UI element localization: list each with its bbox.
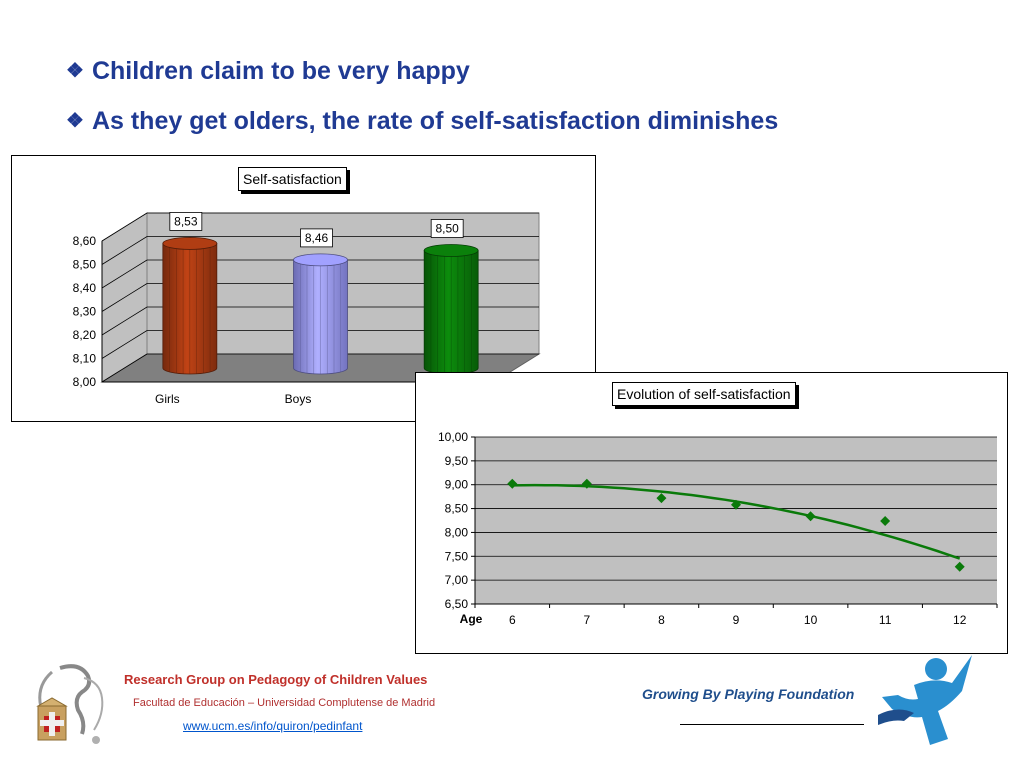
line-data-point: [507, 478, 518, 489]
bar-gridline: [101, 212, 539, 242]
ucm-seal-logo: [36, 664, 104, 744]
foundation-underline: [680, 724, 864, 725]
line-y-tick-label: 8,50: [445, 502, 469, 516]
line-chart-title: Evolution of self-satisfaction: [612, 382, 796, 406]
footer-group-name: Research Group on Pedagogy of Children V…: [124, 672, 428, 687]
bar-girls: 8,53: [162, 212, 218, 375]
bar-data-label-box: [169, 212, 203, 231]
bar-data-label: 8,53: [174, 214, 198, 228]
bullet-1: ❖ Children claim to be very happy: [66, 57, 470, 86]
bullet-symbol-1: ❖: [66, 60, 84, 82]
bar-cylinder-top: [423, 244, 479, 257]
line-x-tick-label: 6: [509, 613, 516, 627]
foundation-figure-logo: [878, 655, 972, 745]
bar-data-label: 8,46: [305, 231, 329, 245]
bar-data-label: 8,50: [435, 222, 459, 236]
line-y-tick-label: 9,50: [445, 454, 469, 468]
bar-chart: Self-satisfaction 8,00 8,10 8,20 8,30 8,40 8,…: [11, 155, 596, 422]
line-y-tick-label: 7,50: [445, 549, 469, 563]
line-data-point: [880, 515, 891, 526]
bar-boys: 8,46: [293, 228, 348, 375]
bar-chart-title: Self-satisfaction: [238, 167, 347, 191]
bullet-2: ❖ As they get olders, the rate of self-sa…: [66, 107, 778, 136]
line-x-axis-label: Age: [460, 612, 483, 626]
bar-gridline: [101, 283, 539, 312]
line-x-tick-label: 12: [953, 613, 967, 627]
bar-y-tick-label: 8,50: [73, 258, 97, 272]
bar-data-label-box: [430, 219, 464, 238]
bar-gridline: [101, 330, 539, 359]
line-data-point: [581, 478, 592, 489]
bar-x-tick-label: Boys: [285, 392, 312, 406]
bullet-text-2: As they get olders, the rate of self-sat…: [91, 107, 779, 135]
line-chart: 6,50 7,00 7,50 8,00 8,50 9,00 9,50 10,00 6 7 8 9 10 1…: [415, 372, 1008, 654]
line-plot-area: [475, 437, 997, 604]
bar-cylinder-top: [293, 253, 348, 267]
bar-y-tick-label: 8,30: [73, 305, 97, 319]
bar-x-tick-label: Girls: [155, 392, 180, 406]
footer-url-link[interactable]: www.ucm.es/info/quiron/pedinfant: [183, 719, 363, 733]
bar-gridline: [101, 236, 539, 265]
line-y-tick-label: 6,50: [445, 597, 469, 611]
line-x-tick-label: 10: [804, 613, 818, 627]
bar-chart-svg: 8,00 8,10 8,20 8,30 8,40 8,50 8,60 8,53 Girls 8,4…: [73, 212, 541, 406]
line-y-tick-label: 10,00: [438, 430, 468, 444]
line-y-tick-label: 7,00: [445, 573, 469, 587]
bullet-symbol-2: ❖: [66, 110, 84, 132]
line-y-tick-label: 9,00: [445, 478, 469, 492]
line-data-point: [656, 493, 667, 504]
footer-faculty: Facultad de Educación – Universidad Comp…: [133, 697, 436, 709]
bar-data-label-box: [300, 228, 333, 248]
line-data-point: [954, 561, 965, 572]
bar-gridline: [101, 353, 539, 383]
line-x-tick-label: 11: [879, 613, 892, 627]
bar-gridline: [101, 259, 539, 289]
bar-y-tick-label: 8,00: [73, 375, 97, 389]
bullet-text-1: Children claim to be very happy: [91, 57, 470, 85]
bar-total: 8,50: [423, 219, 479, 375]
bar-y-tick-label: 8,20: [73, 328, 97, 342]
line-chart-svg: 6,50 7,00 7,50 8,00 8,50 9,00 9,50 10,00 6 7 8 9 10 1…: [438, 430, 998, 627]
line-data-point: [731, 499, 741, 510]
line-x-tick-label: 9: [733, 613, 740, 627]
bar-y-tick-label: 8,40: [73, 281, 97, 295]
foundation-name: Growing By Playing Foundation: [642, 686, 855, 702]
bar-cylinder-top: [162, 237, 218, 250]
bar-y-tick-label: 8,60: [73, 234, 97, 248]
bar-y-tick-label: 8,10: [73, 352, 97, 366]
line-y-tick-label: 8,00: [445, 525, 469, 539]
bar-gridline: [101, 306, 539, 336]
line-data-point: [805, 511, 816, 522]
line-x-tick-label: 7: [584, 613, 591, 627]
line-x-tick-label: 8: [658, 613, 665, 627]
